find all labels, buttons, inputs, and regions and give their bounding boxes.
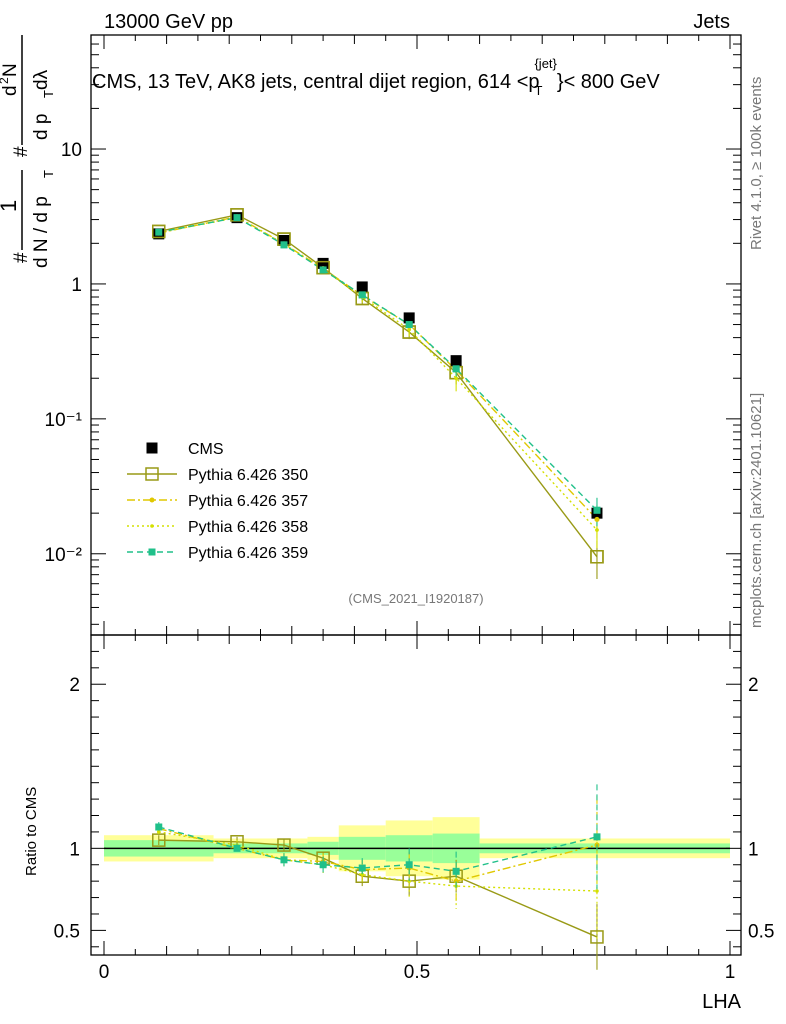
- ratio-y-tick-label: 2: [69, 675, 80, 696]
- ratio-point-pythia-6-426-350: [277, 838, 291, 852]
- ratio-y-tick-label: 0.5: [54, 921, 80, 942]
- main-title-text: CMS, 13 TeV, AK8 jets, central dijet reg…: [92, 71, 528, 93]
- ylabel-den-2-tail: dλ: [31, 69, 52, 90]
- main-point-top-pythia-6-426-350: [316, 260, 330, 275]
- legend-label-pythia-6-426-350: Pythia 6.426 350: [188, 467, 308, 484]
- main-line-pythia-6-426-359: [158, 216, 598, 511]
- main-point-cms: [356, 281, 368, 293]
- main-y-tick-label: 10: [61, 140, 82, 161]
- ratio-point-pythia-6-426-350: [152, 833, 166, 847]
- x-tick-label: 1: [725, 962, 736, 983]
- legend-marker-pythia-6-426-359: [148, 548, 156, 556]
- x-axis-label: LHA: [702, 991, 742, 1013]
- ratio-point-pythia-6-426-359: [452, 867, 460, 875]
- ylabel-num-tail: N: [0, 63, 21, 77]
- ratio-point-pythia-6-426-359: [233, 844, 241, 852]
- main-line-pythia-6-426-358: [158, 216, 598, 531]
- legend-label-pythia-6-426-358: Pythia 6.426 358: [188, 519, 308, 536]
- ylabel-den-1: d N / d p: [31, 196, 52, 268]
- main-point-cms: [450, 355, 462, 367]
- main-y-tick-label: 1: [71, 275, 82, 296]
- ratio-point-pythia-6-426-359: [155, 823, 163, 831]
- ratio-y-tick-label-right: 2: [748, 675, 759, 696]
- main-y-tick-label: 10⁻²: [45, 545, 83, 566]
- main-point-top-pythia-6-426-359: [280, 241, 288, 249]
- ylabel-sub-2: T: [41, 90, 56, 98]
- main-point-top-pythia-6-426-359: [233, 214, 241, 222]
- main-point-top-pythia-6-426-359: [452, 365, 460, 373]
- analysis-watermark: (CMS_2021_I1920187): [348, 591, 483, 606]
- ratio-y-tick-label-right: 1: [748, 839, 759, 860]
- ylabel-num-d: d: [0, 85, 21, 96]
- main-point-top-pythia-6-426-359: [593, 506, 601, 514]
- main-title-sub: T: [535, 83, 543, 98]
- ratio-point-pythia-6-426-350: [590, 930, 604, 944]
- main-ylabel: # 1 d N / d p T # d 2 N d p T dλ: [0, 35, 56, 268]
- ylabel-num-sup: 2: [0, 77, 11, 84]
- legend-marker-pythia-6-426-357: [149, 497, 155, 503]
- ratio-point-pythia-6-426-359: [280, 856, 288, 864]
- header-right: Jets: [693, 11, 730, 33]
- ratio-panel: 0 0.5 1 0.5 0.5 1 1 2 2: [54, 634, 774, 983]
- main-point-cms: [317, 257, 329, 269]
- main-point-cms: [278, 234, 290, 246]
- x-tick-label: 0.5: [404, 962, 430, 983]
- main-point-top-pythia-6-426-350: [152, 224, 166, 239]
- ratio-y-tick-label-right: 0.5: [748, 921, 774, 942]
- main-title-p: p: [528, 71, 539, 93]
- main-point-top-pythia-6-426-357: [594, 516, 600, 522]
- main-point-top-pythia-6-426-350: [590, 550, 604, 564]
- ratio-line-pythia-6-426-359: [158, 826, 598, 873]
- main-point-cms: [403, 312, 415, 324]
- legend-marker-cms: [146, 442, 158, 454]
- ratio-ylabel: Ratio to CMS: [23, 787, 40, 876]
- main-title-tail: }< 800 GeV: [557, 71, 661, 93]
- legend-marker-pythia-6-426-358: [150, 524, 154, 528]
- ratio-point-pythia-6-426-358: [156, 830, 161, 834]
- legend: CMS Pythia 6.426 350 Pythia 6.426 357 Pythi…: [127, 441, 308, 562]
- main-y-tick-label: 10⁻¹: [45, 410, 83, 431]
- ratio-line-pythia-6-426-350: [158, 839, 598, 938]
- ylabel-den-2: d p: [31, 114, 52, 140]
- ratio-y-tick-label: 1: [69, 839, 80, 860]
- ylabel-one: 1: [0, 200, 21, 212]
- main-point-top-pythia-6-426-358: [407, 327, 411, 332]
- legend-label-cms: CMS: [188, 441, 224, 458]
- main-title: CMS, 13 TeV, AK8 jets, central dijet reg…: [92, 56, 660, 98]
- main-point-top-pythia-6-426-359: [358, 291, 366, 299]
- main-point-top-pythia-6-426-359: [155, 228, 163, 236]
- legend-label-pythia-6-426-357: Pythia 6.426 357: [188, 493, 308, 510]
- main-panel: 10⁻² 10⁻¹ 1 10: [45, 34, 742, 636]
- ratio-line-pythia-6-426-357: [158, 827, 598, 882]
- legend-label-pythia-6-426-359: Pythia 6.426 359: [188, 545, 308, 562]
- main-title-sup: {jet}: [534, 56, 557, 71]
- main-point-top-pythia-6-426-358: [595, 528, 599, 532]
- main-point-top-pythia-6-426-359: [319, 266, 327, 274]
- rivet-version-label: Rivet 4.1.0, ≥ 100k events: [748, 77, 765, 250]
- header-left: 13000 GeV pp: [104, 11, 233, 33]
- ylabel-hash-1: #: [11, 252, 32, 263]
- main-point-top-pythia-6-426-358: [454, 376, 458, 381]
- ratio-point-pythia-6-426-358: [360, 872, 365, 877]
- main-point-top-pythia-6-426-359: [405, 321, 413, 329]
- legend-marker-pythia-6-426-350: [145, 467, 159, 481]
- ratio-line-pythia-6-426-358: [158, 831, 597, 892]
- ratio-point-pythia-6-426-359: [358, 864, 366, 872]
- ratio-point-pythia-6-426-359: [405, 861, 413, 869]
- ratio-point-pythia-6-426-358: [595, 889, 599, 893]
- x-tick-label: 0: [99, 962, 110, 983]
- ylabel-sub-1: T: [41, 170, 56, 178]
- ratio-point-pythia-6-426-357: [453, 878, 459, 884]
- ratio-frame: [90, 634, 742, 956]
- mcplots-source-label: mcplots.cern.ch [arXiv:2401.10621]: [748, 393, 765, 628]
- ratio-point-pythia-6-426-359: [319, 861, 327, 869]
- ylabel-hash-2: #: [11, 146, 32, 157]
- ratio-point-pythia-6-426-359: [593, 833, 601, 841]
